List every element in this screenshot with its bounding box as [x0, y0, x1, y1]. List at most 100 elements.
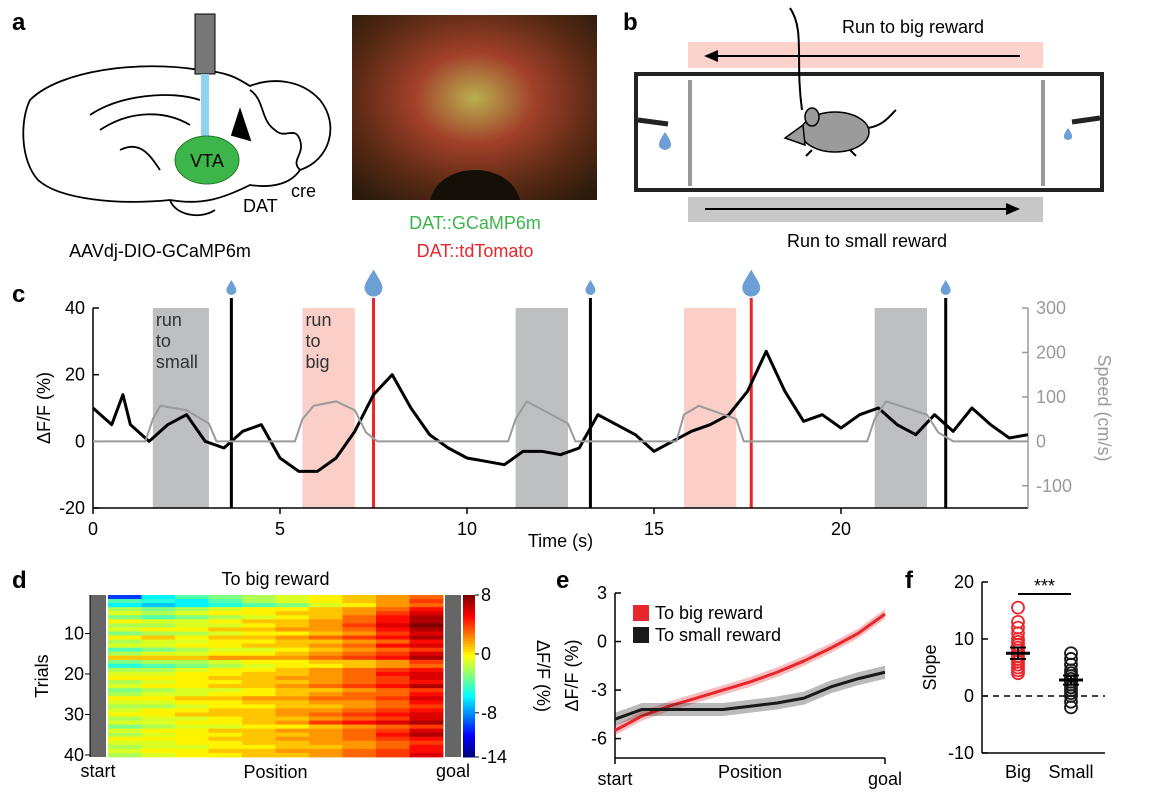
y-tick-label: 10	[64, 623, 84, 643]
heat-cell	[141, 708, 176, 713]
heat-cell	[275, 611, 310, 616]
colorbar-step	[463, 700, 475, 704]
heat-cell	[108, 627, 142, 632]
colorbar-step	[463, 681, 475, 685]
heat-cell	[376, 607, 410, 612]
colorbar-step	[463, 643, 475, 647]
span-label: big	[305, 352, 329, 372]
heat-cell	[275, 671, 310, 677]
heat-cell	[376, 611, 410, 616]
colorbar-step	[463, 748, 475, 753]
heat-cell	[309, 615, 343, 620]
red-label: DAT::tdTomato	[417, 241, 534, 261]
heat-cell	[141, 716, 176, 721]
heat-cell	[409, 700, 444, 705]
heat-cell	[309, 671, 343, 677]
heat-cell	[141, 692, 176, 697]
x-axis-label: Time (s)	[528, 531, 593, 551]
heat-cell	[309, 736, 343, 742]
heat-cell	[242, 704, 276, 709]
heat-cell	[409, 655, 444, 661]
heat-cell	[275, 647, 310, 653]
heat-cell	[108, 696, 142, 701]
heat-cell	[275, 599, 310, 604]
heat-cell	[175, 667, 209, 673]
x-tick-label: Small	[1048, 762, 1093, 782]
heat-cell	[309, 724, 343, 730]
heat-cell	[342, 671, 377, 677]
span-label: run	[305, 310, 331, 330]
heat-cell	[175, 724, 209, 730]
heat-cell	[175, 704, 209, 709]
heat-cell	[108, 639, 142, 644]
heat-cell	[342, 744, 377, 750]
heat-cell	[208, 684, 243, 689]
heat-cell	[108, 732, 142, 738]
heat-cell	[275, 748, 310, 754]
heat-cell	[376, 659, 410, 665]
heat-cell	[309, 712, 343, 717]
span-label: to	[156, 331, 171, 351]
heat-cell	[342, 712, 377, 717]
heat-cell	[108, 748, 142, 754]
heat-cell	[309, 667, 343, 673]
heat-cell	[275, 623, 310, 628]
heat-cell	[309, 752, 343, 758]
heat-cell	[175, 659, 209, 665]
error-band	[615, 609, 885, 736]
heat-cell	[409, 615, 444, 620]
heat-cell	[175, 744, 209, 750]
y-tick-label: 40	[64, 745, 84, 765]
heat-cell	[409, 619, 444, 624]
heat-cell	[342, 696, 377, 701]
heat-cell	[342, 704, 377, 709]
heat-cell	[409, 631, 444, 636]
span-label: run	[156, 310, 182, 330]
heat-cell	[342, 627, 377, 632]
heat-cell	[309, 680, 343, 685]
heat-cell	[309, 732, 343, 738]
heat-cell	[108, 680, 142, 685]
trace	[93, 400, 1028, 443]
heat-cell	[108, 607, 142, 612]
heat-cell	[409, 651, 444, 657]
colorbar-step	[463, 662, 475, 666]
colorbar-step	[463, 627, 475, 631]
heat-cell	[141, 740, 176, 746]
heat-cell	[242, 611, 276, 616]
heat-cell	[175, 712, 209, 717]
heat-cell	[175, 728, 209, 734]
heat-cell	[208, 595, 243, 600]
heat-cell	[275, 704, 310, 709]
heat-cell	[208, 655, 243, 661]
heat-cell	[208, 688, 243, 693]
heat-cell	[108, 659, 142, 665]
heat-cell	[175, 732, 209, 738]
colorbar-step	[463, 719, 475, 723]
heat-cell	[208, 704, 243, 709]
colorbar-step	[463, 595, 475, 599]
colorbar-tick-label: 0	[481, 644, 491, 664]
heat-cell	[141, 599, 176, 604]
heat-cell	[208, 748, 243, 754]
heat-cell	[376, 595, 410, 600]
run-span	[515, 308, 568, 508]
heat-cell	[275, 603, 310, 608]
probe	[194, 13, 216, 75]
heat-cell	[208, 603, 243, 608]
point	[1011, 666, 1025, 681]
line-label: DAT	[243, 196, 278, 216]
x-axis-label: Position	[243, 762, 307, 782]
colorbar-step	[463, 635, 475, 639]
heat-cell	[242, 647, 276, 653]
heat-cell	[242, 663, 276, 669]
reward-drop	[940, 280, 951, 295]
heat-cell	[108, 688, 142, 693]
heat-cell	[141, 700, 176, 705]
heat-cell	[141, 603, 176, 608]
heat-cell	[309, 676, 343, 681]
heat-cell	[376, 740, 410, 746]
heat-cell	[175, 623, 209, 628]
heat-cell	[242, 684, 276, 689]
heat-cell	[208, 663, 243, 669]
